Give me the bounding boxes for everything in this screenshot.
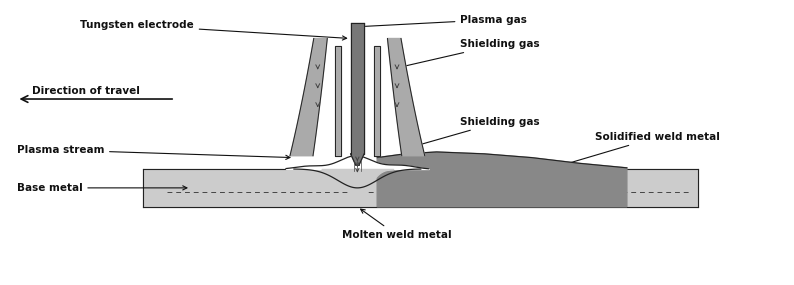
Text: Solidified weld metal: Solidified weld metal: [560, 132, 720, 167]
Text: Shielding gas: Shielding gas: [405, 117, 540, 150]
Text: Direction of travel: Direction of travel: [33, 86, 141, 96]
Polygon shape: [377, 152, 626, 207]
Polygon shape: [374, 46, 380, 156]
Text: Plasma stream: Plasma stream: [17, 145, 290, 159]
Text: Molten weld metal: Molten weld metal: [342, 209, 452, 240]
Text: Plasma gas: Plasma gas: [353, 15, 527, 29]
Polygon shape: [335, 46, 341, 156]
Polygon shape: [351, 23, 364, 154]
Polygon shape: [144, 169, 698, 207]
Polygon shape: [387, 38, 425, 156]
Text: Tungsten electrode: Tungsten electrode: [80, 20, 347, 40]
Text: Shielding gas: Shielding gas: [397, 39, 540, 69]
Polygon shape: [351, 154, 364, 165]
Polygon shape: [290, 38, 327, 156]
Text: Base metal: Base metal: [17, 183, 187, 193]
